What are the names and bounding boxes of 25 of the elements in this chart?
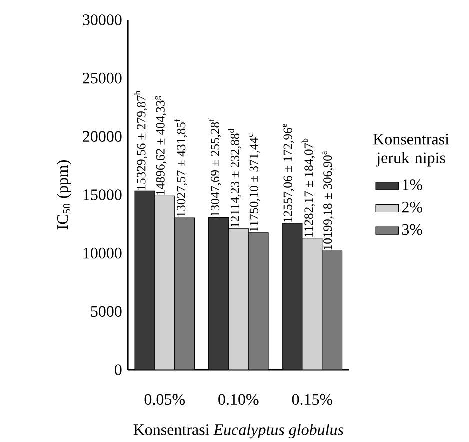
legend-label: 2% [402, 202, 422, 213]
data-label: 10199,18 ± 306,90$^{a}$ [322, 151, 334, 250]
data-label: 11750,10 ± 371,44$^{c}$ [248, 134, 260, 232]
y-tick-label: 15000 [84, 190, 122, 200]
y-axis-title: IC$_{50}$ (ppm) [56, 160, 72, 230]
y-tick-label: 0 [115, 364, 122, 376]
y-tick-label: 10000 [84, 248, 122, 259]
x-axis-title: Konsentrasi Eucalyptus globulus [134, 424, 344, 439]
y-tick-label: 25000 [83, 72, 122, 84]
data-label: 14896,62 ± 404,33$^{g}$ [155, 96, 167, 195]
data-label: 13027,57 ± 431,85$^{f}$ [174, 119, 188, 217]
data-label: 11282,17 ± 184,07$^{b}$ [302, 138, 316, 237]
y-tick-label: 5000 [91, 306, 122, 318]
legend-label: 3% [402, 224, 422, 236]
y-tick-label: 20000 [83, 131, 122, 142]
legend-title: Konsentrasi jeruk nipis [374, 134, 450, 167]
x-tick-label: 0.05% [144, 394, 185, 406]
data-label: 12557,06 ± 172,96$^{e}$ [282, 124, 294, 222]
y-tick-label: 30000 [83, 14, 122, 26]
legend-label: 1% [403, 180, 422, 190]
data-label: 15329,56 ± 279,87$^{h}$ [134, 90, 148, 190]
data-label: 13047,69 ± 255,28$^{f}$ [208, 118, 222, 216]
x-tick-label: 0.15% [292, 394, 333, 406]
data-label: 12114,23 ± 232,88$^{d}$ [228, 128, 242, 228]
x-tick-label: 0.10% [218, 394, 259, 406]
